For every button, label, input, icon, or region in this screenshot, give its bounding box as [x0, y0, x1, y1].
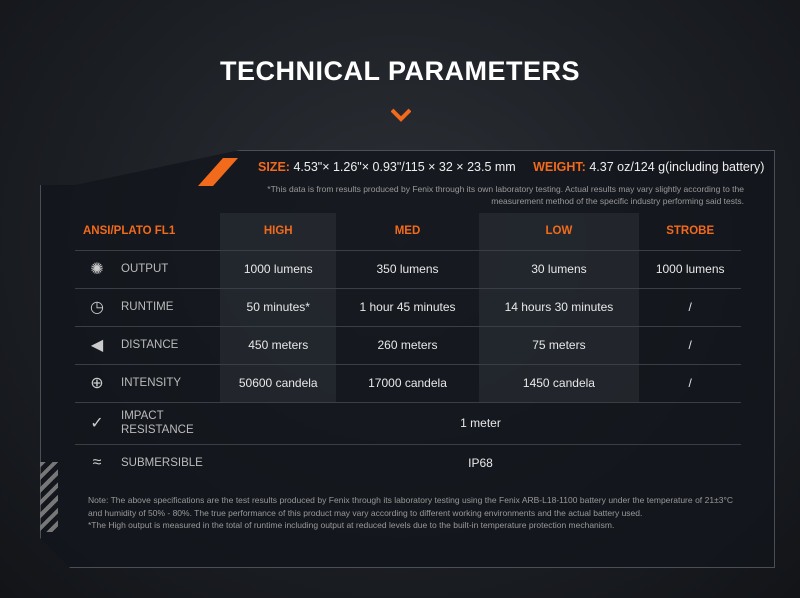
- beam-icon: ◀: [90, 337, 104, 354]
- table-row: ✺ OUTPUT 1000 lumens 350 lumens 30 lumens 100…: [75, 250, 741, 289]
- target-icon: ⊕: [90, 375, 104, 392]
- page-title: TECHNICAL PARAMETERS: [219, 56, 580, 86]
- spec-table: ANSI/PLATO FL1 HIGH MED LOW STROBE ✺ OUTP…: [75, 213, 741, 482]
- header-strobe: STROBE: [639, 213, 741, 251]
- cell: /: [639, 326, 741, 365]
- water-icon: ≈: [92, 454, 102, 472]
- cell: 1000 lumens: [220, 250, 337, 289]
- table-row: ⊕ INTENSITY 50600 candela 17000 candela 1450…: [75, 364, 741, 403]
- cell: 1 hour 45 minutes: [336, 288, 479, 327]
- cell: 1 meter: [220, 402, 741, 445]
- cell: 50 minutes*: [220, 288, 337, 327]
- size-value: 4.53"× 1.26"× 0.93"/115 × 32 × 23.5 mm: [293, 160, 516, 174]
- burst-icon: ✺: [90, 261, 104, 278]
- cell: 75 meters: [478, 326, 640, 365]
- cell: IP68: [468, 456, 493, 471]
- note-footnote: *The High output is measured in the tota…: [88, 520, 615, 530]
- header-mode: ANSI/PLATO FL1: [75, 213, 220, 251]
- note-text: Note: The above specifications are the t…: [88, 495, 733, 518]
- row-label: INTENSITY: [121, 377, 182, 390]
- table-row: ✓ IMPACT RESISTANCE 1 meter: [75, 402, 741, 445]
- header-high: HIGH: [220, 213, 337, 251]
- cell: 450 meters: [220, 326, 337, 365]
- disclaimer: *This data is from results produced by F…: [267, 184, 744, 206]
- clock-icon: ◷: [90, 299, 104, 316]
- table-row: ◷ RUNTIME 50 minutes* 1 hour 45 minutes 14 h…: [75, 288, 741, 327]
- row-label: OUTPUT: [121, 263, 169, 276]
- chevron-down-icon: [391, 108, 411, 122]
- cell: 50600 candela: [220, 364, 337, 403]
- cell: 1000 lumens: [639, 250, 741, 289]
- size-weight: SIZE: 4.53"× 1.26"× 0.93"/115 × 32 × 23.…: [258, 160, 764, 174]
- cell: /: [639, 364, 741, 403]
- row-label: IMPACT RESISTANCE: [121, 410, 194, 436]
- row-label: RUNTIME: [121, 301, 174, 314]
- header-med: MED: [336, 213, 479, 251]
- cell: 350 lumens: [336, 250, 479, 289]
- cell: 1450 candela: [478, 364, 640, 403]
- cell: /: [639, 288, 741, 327]
- table-row: ◀ DISTANCE 450 meters 260 meters 75 meters /: [75, 326, 741, 365]
- size-label: SIZE:: [258, 160, 290, 174]
- weight-label: WEIGHT:: [533, 160, 586, 174]
- cell: 14 hours 30 minutes: [478, 288, 640, 327]
- table-row: ≈ SUBMERSIBLE IP68: [75, 444, 741, 482]
- notes: Note: The above specifications are the t…: [88, 494, 733, 532]
- decor-stripes: [40, 462, 58, 532]
- cell: 260 meters: [336, 326, 479, 365]
- table-header: ANSI/PLATO FL1 HIGH MED LOW STROBE: [75, 213, 741, 251]
- row-label: SUBMERSIBLE: [121, 457, 203, 470]
- weight-value: 4.37 oz/124 g(including battery): [589, 160, 765, 174]
- cell: 30 lumens: [478, 250, 640, 289]
- cell: 17000 candela: [336, 364, 479, 403]
- row-label: DISTANCE: [121, 339, 179, 352]
- header-low: LOW: [478, 213, 640, 251]
- impact-icon: ✓: [90, 415, 104, 432]
